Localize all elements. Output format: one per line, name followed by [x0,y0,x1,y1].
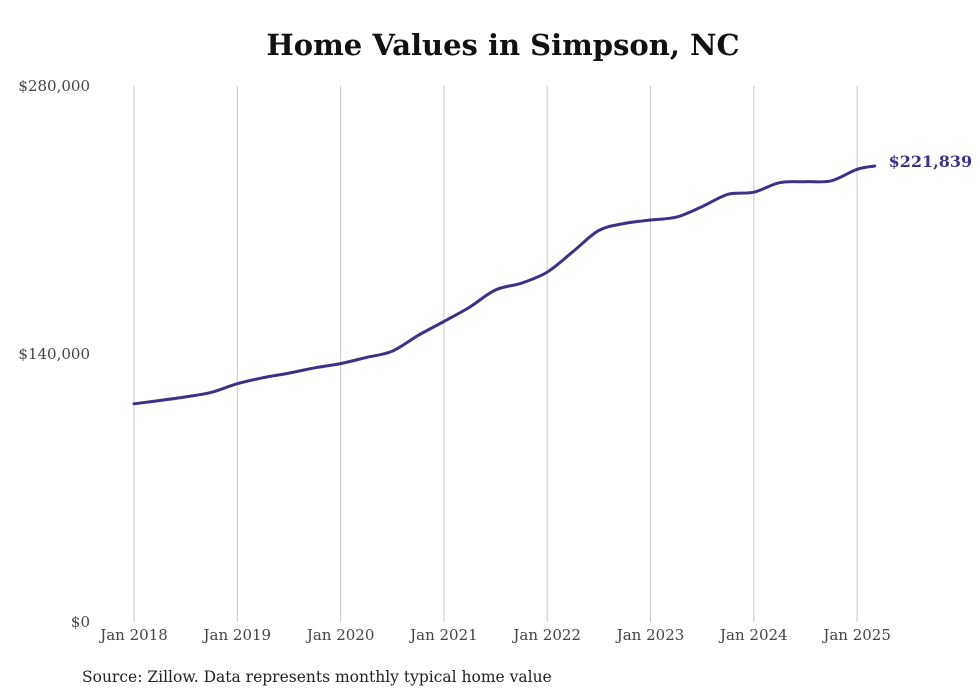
chart-title: Home Values in Simpson, NC [266,28,740,62]
gridlines [133,86,858,622]
y-tick-label: $280,000 [18,77,90,95]
y-tick-label: $0 [71,613,90,631]
series-line [132,164,877,406]
x-axis: Jan 2018 Jan 2019 Jan 2020 Jan 2021 Jan 2022… [98,626,891,644]
x-tick-label: Jan 2019 [202,626,272,644]
x-tick-label: Jan 2021 [408,626,478,644]
x-tick-label: Jan 2018 [98,626,168,644]
source-note: Source: Zillow. Data represents monthly … [82,668,552,686]
y-tick-label: $140,000 [18,345,90,363]
x-tick-label: Jan 2025 [821,626,891,644]
x-tick-label: Jan 2024 [718,626,788,644]
x-tick-label: Jan 2020 [305,626,375,644]
y-axis: $0 $140,000 $280,000 [18,77,90,631]
x-tick-label: Jan 2023 [615,626,685,644]
end-value-label: $221,839 [889,152,973,171]
x-tick-label: Jan 2022 [511,626,581,644]
